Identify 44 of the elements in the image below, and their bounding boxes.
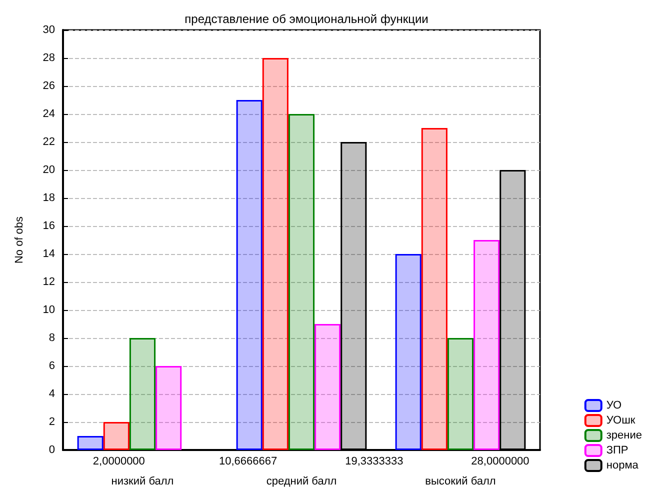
bar xyxy=(288,114,315,450)
bar xyxy=(156,366,182,450)
bar xyxy=(340,142,367,450)
y-tick-label: 12 xyxy=(42,276,55,288)
y-tick-label: 10 xyxy=(42,304,55,316)
bar xyxy=(77,436,104,450)
bar xyxy=(395,254,422,450)
bar xyxy=(262,58,288,450)
y-tick-label: 4 xyxy=(48,388,55,400)
bar xyxy=(500,170,526,450)
y-axis-title: No of obs xyxy=(14,216,26,264)
bar xyxy=(103,422,130,450)
legend-label: УОшк xyxy=(606,414,636,426)
bar xyxy=(129,338,156,450)
y-tick-label: 16 xyxy=(42,220,55,232)
bar xyxy=(236,100,262,450)
x-tick-label: высокий балл xyxy=(425,476,496,488)
y-tick-label: 30 xyxy=(42,24,55,36)
text: 10,6666667 xyxy=(219,456,278,468)
y-tick-label: 2 xyxy=(48,416,55,428)
y-tick-label: 18 xyxy=(42,192,55,204)
y-tick-label: 6 xyxy=(48,360,55,372)
y-tick-label: 28 xyxy=(42,52,55,64)
text: 28,0000000 xyxy=(471,456,530,468)
y-tick-label: 8 xyxy=(48,332,55,344)
bar xyxy=(447,338,474,450)
y-tick-label: 14 xyxy=(42,248,55,260)
legend-label: УО xyxy=(606,400,622,412)
chart-title: представление об эмоциональной функции xyxy=(184,12,428,26)
x-tick-label: средний балл xyxy=(266,476,337,488)
x-tick-label: низкий балл xyxy=(111,476,174,488)
y-tick-label: 22 xyxy=(42,136,55,148)
text: 2,0000000 xyxy=(92,456,145,468)
bar xyxy=(314,324,341,450)
y-tick-label: 26 xyxy=(42,80,55,92)
legend-label: зрение xyxy=(606,430,642,442)
y-tick-label: 24 xyxy=(42,108,55,120)
text: 19,3333333 xyxy=(345,456,404,468)
bar xyxy=(474,240,500,450)
y-tick-label: 0 xyxy=(48,444,55,456)
legend-label: норма xyxy=(606,460,640,472)
y-tick-label: 20 xyxy=(42,164,55,176)
bar xyxy=(421,128,448,450)
legend-label: ЗПР xyxy=(606,444,628,456)
